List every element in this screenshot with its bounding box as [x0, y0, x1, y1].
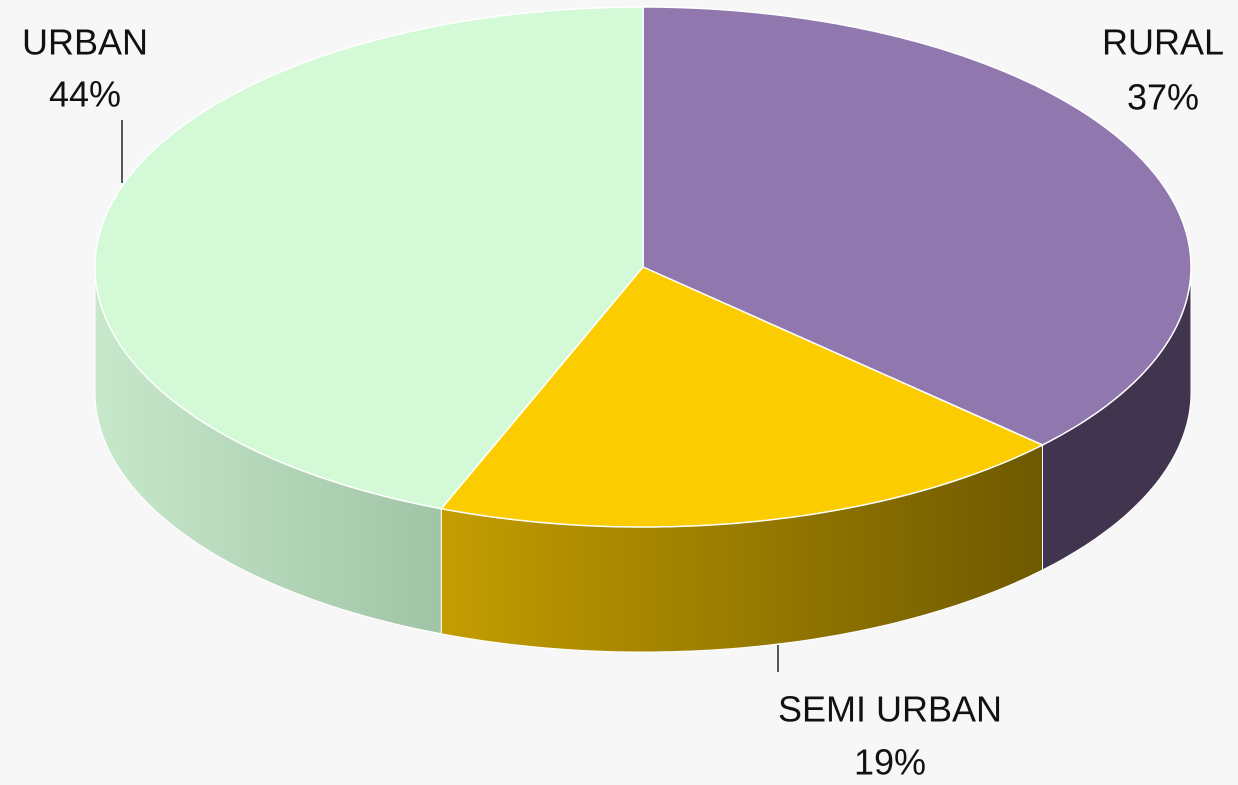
category-label: RURAL	[1102, 22, 1224, 63]
value-label: 44%	[49, 74, 121, 115]
pie-slice	[439, 266, 1045, 528]
value-label: 37%	[1127, 77, 1199, 118]
category-label: URBAN	[22, 22, 148, 63]
category-label: SEMI URBAN	[778, 689, 1002, 730]
pie-slice	[642, 6, 1192, 446]
pie-slice	[94, 6, 644, 510]
value-label: 19%	[854, 742, 926, 783]
labels: RURAL 37% SEMI URBAN 19% URBAN 44%	[22, 22, 1224, 783]
pie-tops	[94, 6, 1192, 528]
